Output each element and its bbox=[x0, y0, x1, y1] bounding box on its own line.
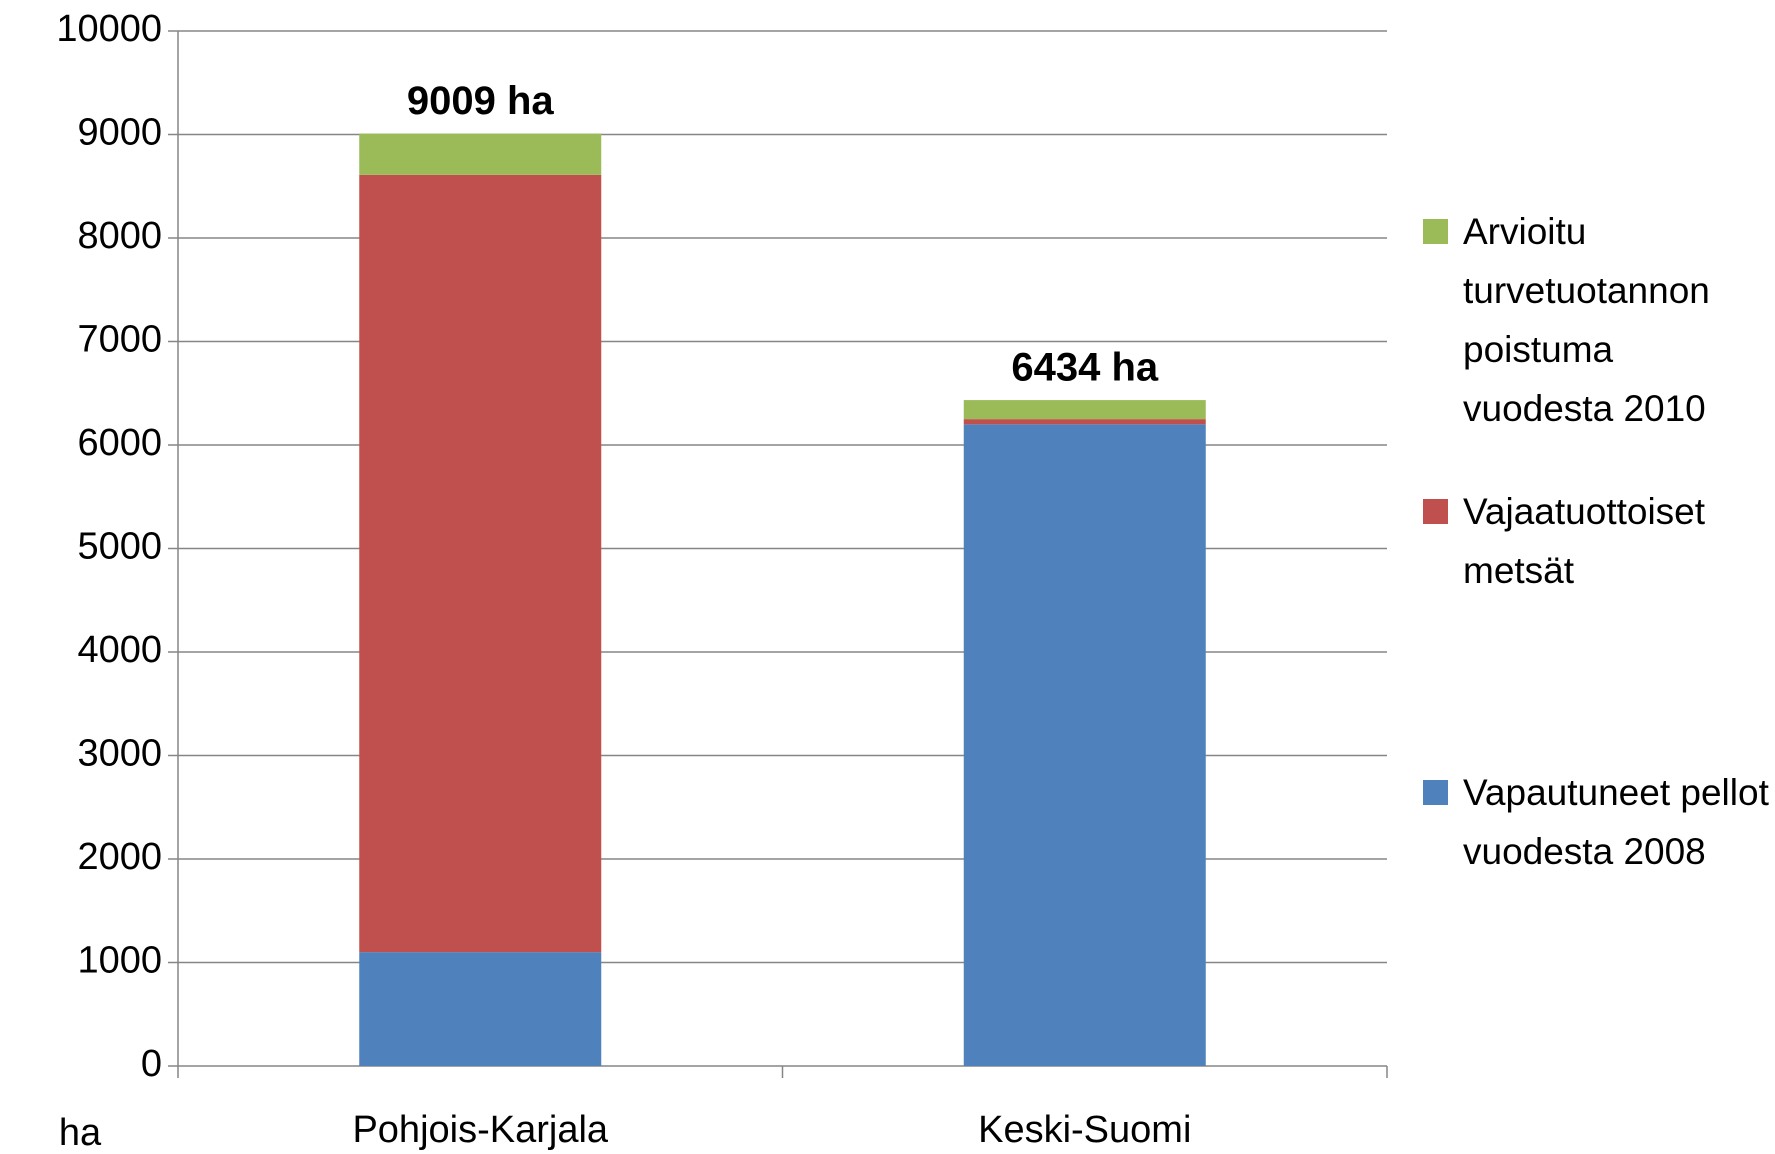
bar-segment bbox=[359, 952, 602, 1066]
y-tick-label: 2000 bbox=[77, 836, 162, 878]
y-tick-label: 1000 bbox=[77, 940, 162, 982]
y-tick-label: 5000 bbox=[77, 526, 162, 568]
bar-segment bbox=[963, 424, 1206, 1066]
y-tick-label: 0 bbox=[141, 1043, 162, 1085]
legend-swatch bbox=[1423, 499, 1448, 524]
bar-segment bbox=[963, 419, 1206, 425]
legend-label: Vajaatuottoiset metsät bbox=[1463, 491, 1706, 591]
legend-swatch bbox=[1423, 780, 1448, 805]
y-axis-label: ha bbox=[59, 1112, 102, 1154]
y-tick-label: 7000 bbox=[77, 319, 162, 361]
x-tick-label: Pohjois-Karjala bbox=[352, 1109, 608, 1151]
y-tick-label: 8000 bbox=[77, 215, 162, 257]
x-tick-label: Keski-Suomi bbox=[978, 1109, 1191, 1151]
legend-label: Arvioitu turvetuotannon poistuma vuodest… bbox=[1463, 211, 1710, 429]
bar-segment bbox=[963, 400, 1206, 420]
y-tick-label: 3000 bbox=[77, 733, 162, 775]
bar-segment bbox=[359, 133, 602, 175]
total-label: 9009 ha bbox=[407, 79, 555, 123]
y-tick-label: 4000 bbox=[77, 629, 162, 671]
legend-label: Vapautuneet pellot vuodesta 2008 bbox=[1463, 772, 1769, 872]
y-tick-label: 9000 bbox=[77, 112, 162, 154]
y-tick-label: 6000 bbox=[77, 422, 162, 464]
legend-swatch bbox=[1423, 219, 1448, 244]
total-label: 6434 ha bbox=[1011, 346, 1159, 390]
y-tick-label: 10000 bbox=[56, 8, 162, 50]
bar-segment bbox=[359, 174, 602, 953]
